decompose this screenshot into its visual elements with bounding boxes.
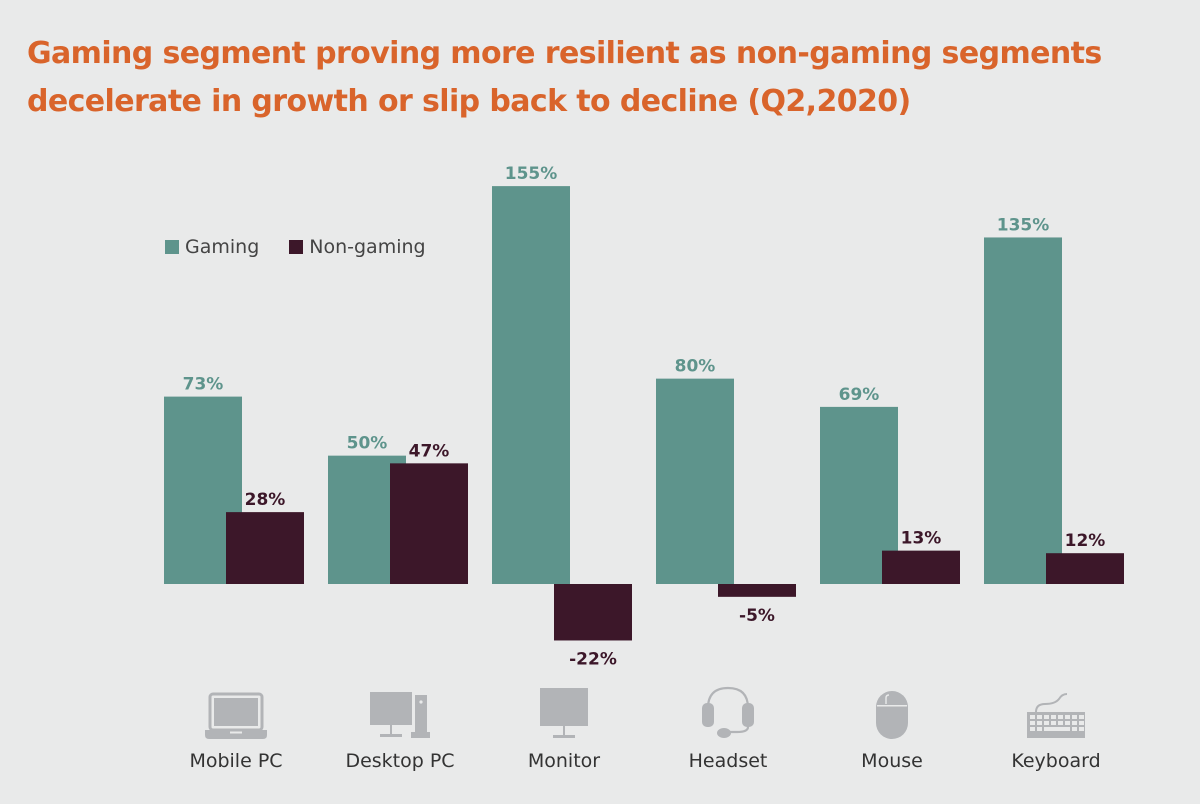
legend-swatch-gaming — [165, 240, 179, 254]
category-keyboard: Keyboard — [974, 680, 1138, 772]
legend: Gaming Non-gaming — [165, 236, 456, 258]
chart-title-line-2: decelerate in growth or slip back to dec… — [27, 84, 911, 119]
monitor-icon — [532, 680, 596, 740]
category-label: Mouse — [861, 750, 923, 772]
data-label-gaming-headset: 80% — [675, 357, 716, 377]
bar-non-gaming-monitor — [554, 584, 632, 641]
bar-non-gaming-keyboard — [1046, 553, 1124, 584]
data-label-non-gaming-headset: -5% — [739, 606, 775, 626]
data-label-gaming-keyboard: 135% — [997, 215, 1050, 235]
legend-item-gaming: Gaming — [165, 236, 259, 258]
data-label-non-gaming-keyboard: 12% — [1065, 531, 1106, 551]
legend-item-non-gaming: Non-gaming — [289, 236, 426, 258]
data-label-non-gaming-desktop-pc: 47% — [409, 441, 450, 461]
data-label-non-gaming-monitor: -22% — [569, 649, 617, 669]
category-label: Keyboard — [1011, 750, 1101, 772]
bar-non-gaming-mobile-pc — [226, 512, 304, 584]
bar-non-gaming-desktop-pc — [390, 463, 468, 584]
desktop-icon — [368, 680, 432, 740]
legend-label-gaming: Gaming — [185, 236, 260, 258]
laptop-icon — [204, 680, 268, 740]
bar-non-gaming-headset — [718, 584, 796, 597]
keyboard-icon — [1024, 680, 1088, 740]
bar-chart: 73% 28% 50% 47% 155% -22% 80% -5% 69% 13% 135% 12% — [164, 164, 1124, 669]
data-label-non-gaming-mobile-pc: 28% — [245, 490, 286, 510]
category-mobile-pc: Mobile PC — [154, 680, 318, 772]
headset-icon — [696, 680, 760, 740]
bar-gaming-headset — [656, 378, 734, 584]
category-mouse: Mouse — [810, 680, 974, 772]
category-headset: Headset — [646, 680, 810, 772]
data-label-gaming-mouse: 69% — [839, 385, 880, 405]
mouse-icon — [860, 680, 924, 740]
chart-title-line-1: Gaming segment proving more resilient as… — [27, 36, 1102, 71]
category-label: Mobile PC — [189, 750, 283, 772]
category-label: Monitor — [527, 750, 601, 772]
category-monitor: Monitor — [482, 680, 646, 772]
data-label-gaming-mobile-pc: 73% — [183, 375, 224, 395]
chart-title: Gaming segment proving more resilient as… — [27, 30, 1177, 126]
data-label-gaming-desktop-pc: 50% — [347, 434, 388, 454]
data-label-gaming-monitor: 155% — [505, 164, 558, 184]
category-label: Headset — [688, 750, 768, 772]
bar-gaming-keyboard — [984, 237, 1062, 584]
data-label-non-gaming-mouse: 13% — [901, 529, 942, 549]
legend-swatch-non-gaming — [289, 240, 304, 254]
legend-label-non-gaming: Non-gaming — [309, 236, 426, 258]
category-label: Desktop PC — [345, 750, 455, 772]
bar-gaming-monitor — [492, 186, 570, 585]
category-desktop-pc: Desktop PC — [318, 680, 482, 772]
bar-non-gaming-mouse — [882, 550, 960, 584]
